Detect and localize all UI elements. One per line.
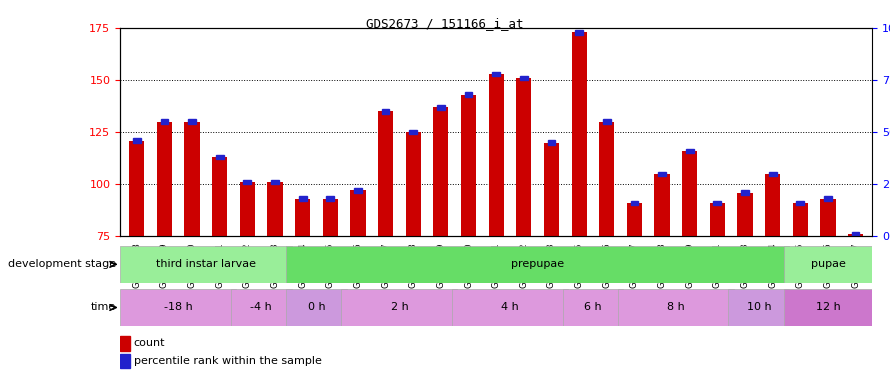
Bar xyxy=(741,190,748,195)
Bar xyxy=(188,120,196,124)
Bar xyxy=(239,182,255,236)
Bar xyxy=(323,199,338,236)
Text: 12 h: 12 h xyxy=(815,303,840,312)
Bar xyxy=(286,246,789,283)
Bar xyxy=(603,120,611,124)
Bar xyxy=(627,203,642,236)
Bar xyxy=(562,289,623,326)
Text: 2 h: 2 h xyxy=(391,303,409,312)
Bar xyxy=(120,336,130,351)
Bar xyxy=(461,95,476,236)
Text: 10 h: 10 h xyxy=(747,303,771,312)
Bar xyxy=(129,141,144,236)
Bar xyxy=(120,354,130,368)
Bar xyxy=(709,203,725,236)
Bar xyxy=(784,289,872,326)
Bar xyxy=(599,122,614,236)
Bar xyxy=(409,130,417,135)
Bar xyxy=(489,74,504,236)
Bar xyxy=(271,180,279,184)
Bar xyxy=(212,157,227,236)
Bar xyxy=(452,289,568,326)
Bar xyxy=(267,182,283,236)
Bar xyxy=(299,196,306,201)
Bar xyxy=(184,122,199,236)
Bar xyxy=(120,289,236,326)
Text: 0 h: 0 h xyxy=(308,303,325,312)
Text: pupae: pupae xyxy=(811,260,846,269)
Bar xyxy=(437,105,445,110)
Text: time: time xyxy=(91,303,116,312)
Bar xyxy=(824,196,832,201)
Text: GDS2673 / 151166_i_at: GDS2673 / 151166_i_at xyxy=(367,17,523,30)
Bar xyxy=(382,109,390,114)
Bar xyxy=(160,120,168,124)
Bar xyxy=(575,30,583,34)
Bar xyxy=(769,171,777,176)
Bar xyxy=(793,203,808,236)
Bar xyxy=(133,138,141,143)
Bar xyxy=(492,72,500,76)
Bar xyxy=(295,199,311,236)
Bar xyxy=(654,174,669,236)
Bar xyxy=(354,188,362,193)
Text: 8 h: 8 h xyxy=(667,303,684,312)
Bar xyxy=(406,132,421,236)
Bar xyxy=(728,289,789,326)
Bar xyxy=(852,232,860,237)
Bar xyxy=(351,190,366,236)
Text: 6 h: 6 h xyxy=(584,303,602,312)
Bar xyxy=(714,201,721,205)
Text: percentile rank within the sample: percentile rank within the sample xyxy=(134,356,321,366)
Bar xyxy=(738,192,753,236)
Bar xyxy=(618,289,734,326)
Bar xyxy=(571,32,587,236)
Bar xyxy=(765,174,781,236)
Text: 4 h: 4 h xyxy=(501,303,519,312)
Bar xyxy=(286,289,347,326)
Text: prepupae: prepupae xyxy=(511,260,564,269)
Bar xyxy=(659,171,666,176)
Bar xyxy=(215,155,223,159)
Bar xyxy=(784,246,872,283)
Bar xyxy=(682,151,698,236)
Bar xyxy=(797,201,805,205)
Bar xyxy=(244,180,251,184)
Text: third instar larvae: third instar larvae xyxy=(156,260,255,269)
Bar xyxy=(630,201,638,205)
Text: count: count xyxy=(134,339,166,348)
Text: -18 h: -18 h xyxy=(164,303,192,312)
Bar xyxy=(231,289,292,326)
Bar xyxy=(544,142,559,236)
Bar xyxy=(516,78,531,236)
Bar xyxy=(520,76,528,80)
Bar xyxy=(465,92,473,97)
Bar xyxy=(686,148,693,153)
Bar xyxy=(547,140,555,145)
Bar xyxy=(157,122,172,236)
Bar xyxy=(433,107,449,236)
Bar xyxy=(378,111,393,236)
Text: development stage: development stage xyxy=(8,260,116,269)
Bar xyxy=(342,289,457,326)
Bar xyxy=(120,246,292,283)
Bar xyxy=(848,234,863,236)
Text: -4 h: -4 h xyxy=(250,303,272,312)
Bar xyxy=(821,199,836,236)
Bar xyxy=(327,196,334,201)
